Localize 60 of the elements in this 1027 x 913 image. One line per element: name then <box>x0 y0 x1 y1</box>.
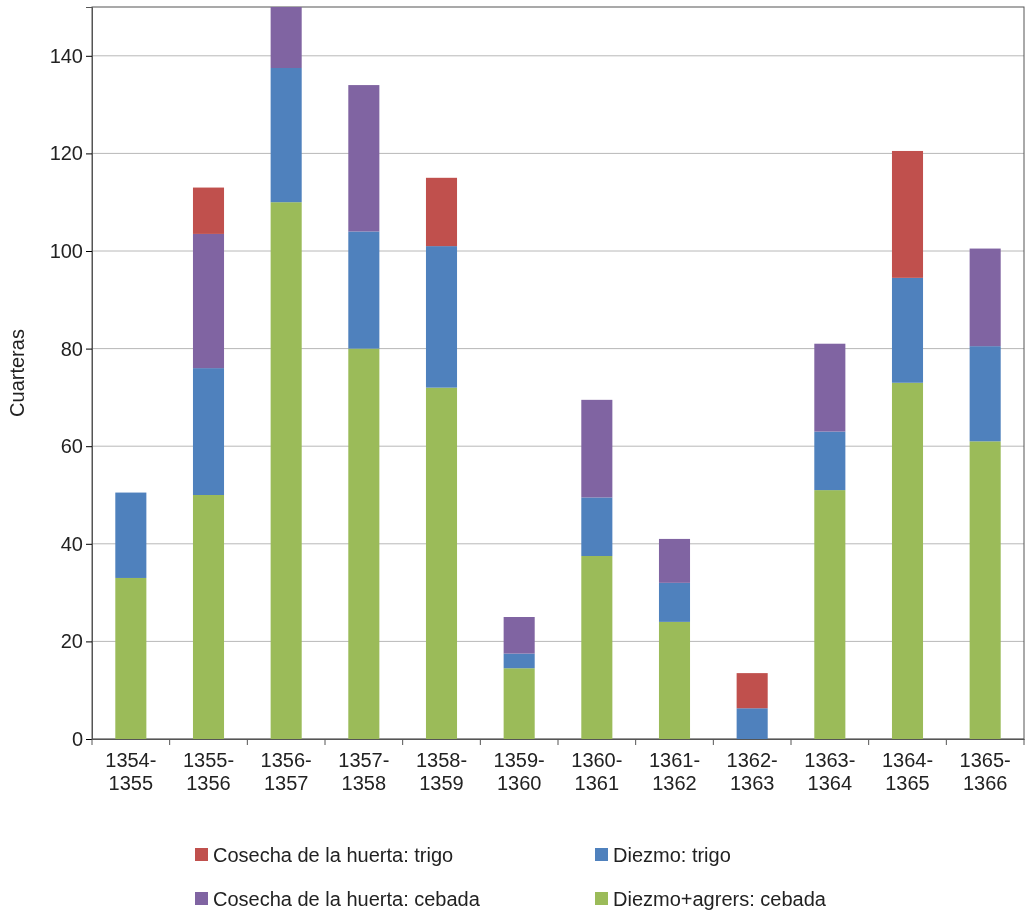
bar <box>348 231 380 349</box>
legend-label: Diezmo+agrers: cebada <box>613 888 827 910</box>
legend-label: Cosecha de la huerta: cebada <box>213 888 481 910</box>
x-tick-label: 1365-1366 <box>959 749 1011 794</box>
bar <box>192 368 225 495</box>
bar <box>115 577 147 739</box>
bar <box>891 277 924 383</box>
legend-label: Diezmo: trigo <box>613 844 731 866</box>
x-tick-label: 1358-1359 <box>415 749 468 794</box>
y-axis-title: Cuarteras <box>6 329 28 417</box>
bar <box>736 708 768 739</box>
bar <box>891 382 924 739</box>
bar <box>192 233 225 369</box>
bar <box>581 497 613 556</box>
bar <box>658 538 691 583</box>
bar <box>192 495 225 739</box>
bar <box>503 668 535 739</box>
bar <box>814 343 846 432</box>
bar <box>425 177 458 247</box>
x-tick-label: 1361-1362 <box>648 749 701 794</box>
bar <box>348 348 380 739</box>
y-tick-label: 100 <box>49 239 83 262</box>
bar <box>270 202 302 739</box>
bar <box>969 346 1001 442</box>
bar <box>736 673 768 709</box>
legend-label: Cosecha de la huerta: trigo <box>213 844 454 866</box>
x-tick-label: 1355-1356 <box>182 749 235 794</box>
bar <box>503 653 535 669</box>
x-tick-label: 1364-1365 <box>881 749 934 794</box>
bar <box>270 68 302 203</box>
bar <box>270 7 302 68</box>
bar <box>115 492 147 578</box>
bar <box>581 556 613 739</box>
x-tick-label: 1363-1364 <box>804 749 856 794</box>
bar <box>658 582 691 622</box>
y-tick-label: 0 <box>71 727 83 750</box>
y-tick-label: 140 <box>49 44 83 67</box>
y-tick-label: 20 <box>60 630 83 653</box>
bar <box>581 399 613 498</box>
bar <box>969 248 1001 347</box>
bar <box>348 85 380 232</box>
y-tick-label: 120 <box>49 142 83 165</box>
y-tick-label: 80 <box>60 337 83 360</box>
y-tick-label: 60 <box>60 435 83 458</box>
bar <box>192 187 225 234</box>
bar <box>891 150 924 278</box>
x-tick-label: 1357-1358 <box>338 749 390 794</box>
x-tick-label: 1354-1355 <box>105 749 157 794</box>
x-tick-label: 1356-1357 <box>260 749 312 794</box>
x-tick-label: 1360-1361 <box>571 749 623 794</box>
bar <box>814 431 846 491</box>
bar <box>503 617 535 654</box>
bar <box>969 441 1001 739</box>
bar <box>814 490 846 739</box>
bar <box>425 387 458 739</box>
x-tick-label: 1359-1360 <box>493 749 545 794</box>
bar <box>425 246 458 388</box>
y-tick-label: 40 <box>60 532 83 555</box>
x-tick-label: 1362-1363 <box>726 749 778 794</box>
bar <box>658 621 691 739</box>
